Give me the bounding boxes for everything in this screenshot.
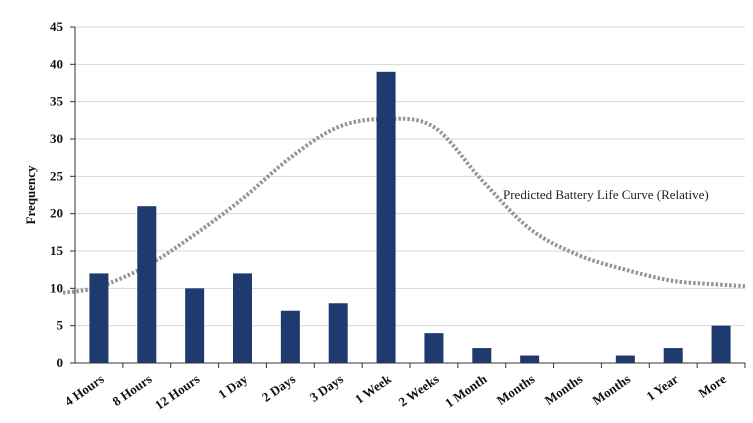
axes <box>70 26 746 368</box>
bar <box>615 355 635 363</box>
y-axis-title: Frequency <box>23 165 38 224</box>
x-tick-label: 8 Hours <box>110 371 155 409</box>
bar <box>376 71 396 364</box>
y-tick-label: 35 <box>50 94 64 109</box>
bar <box>233 273 252 363</box>
bar <box>520 355 540 363</box>
x-tick-label: 12 Hours <box>152 371 202 412</box>
bar <box>711 325 731 363</box>
x-tick-label: 1 Month <box>442 371 490 411</box>
bar <box>663 348 683 363</box>
y-tick-label: 25 <box>50 168 64 183</box>
x-tick-label: Months <box>590 371 634 408</box>
bar <box>472 348 492 363</box>
x-tick-label: More <box>696 371 729 401</box>
bar <box>280 310 300 363</box>
x-tick-label: Months <box>494 371 538 408</box>
x-tick-label: 2 Days <box>259 371 298 405</box>
y-tick-label: 0 <box>57 355 64 370</box>
y-tick-label: 40 <box>50 56 63 71</box>
bar <box>185 288 205 363</box>
gridlines <box>75 26 745 327</box>
x-tick-label: 2 Weeks <box>396 371 442 409</box>
x-tick-label: 1 Week <box>352 371 394 407</box>
bar <box>137 206 157 363</box>
y-tick-label: 45 <box>50 19 64 34</box>
curve-annotation: Predicted Battery Life Curve (Relative) <box>503 187 709 202</box>
x-tick-label: 1 Year <box>643 371 681 404</box>
bars <box>89 71 731 364</box>
y-tick-label: 20 <box>50 206 63 221</box>
bar <box>424 333 444 363</box>
bar <box>89 273 109 363</box>
curve-line <box>62 116 746 295</box>
y-tick-label: 5 <box>57 318 64 333</box>
y-tick-label: 10 <box>50 280 63 295</box>
y-tick-label: 30 <box>50 131 63 146</box>
predicted-curve <box>62 116 746 295</box>
x-tick-label: Months <box>542 371 586 408</box>
bar <box>328 303 348 363</box>
y-tick-label: 15 <box>50 243 64 258</box>
x-tick-label: 1 Day <box>215 371 250 402</box>
x-tick-label: 4 Hours <box>62 371 107 409</box>
x-tick-label: 3 Days <box>307 371 346 405</box>
